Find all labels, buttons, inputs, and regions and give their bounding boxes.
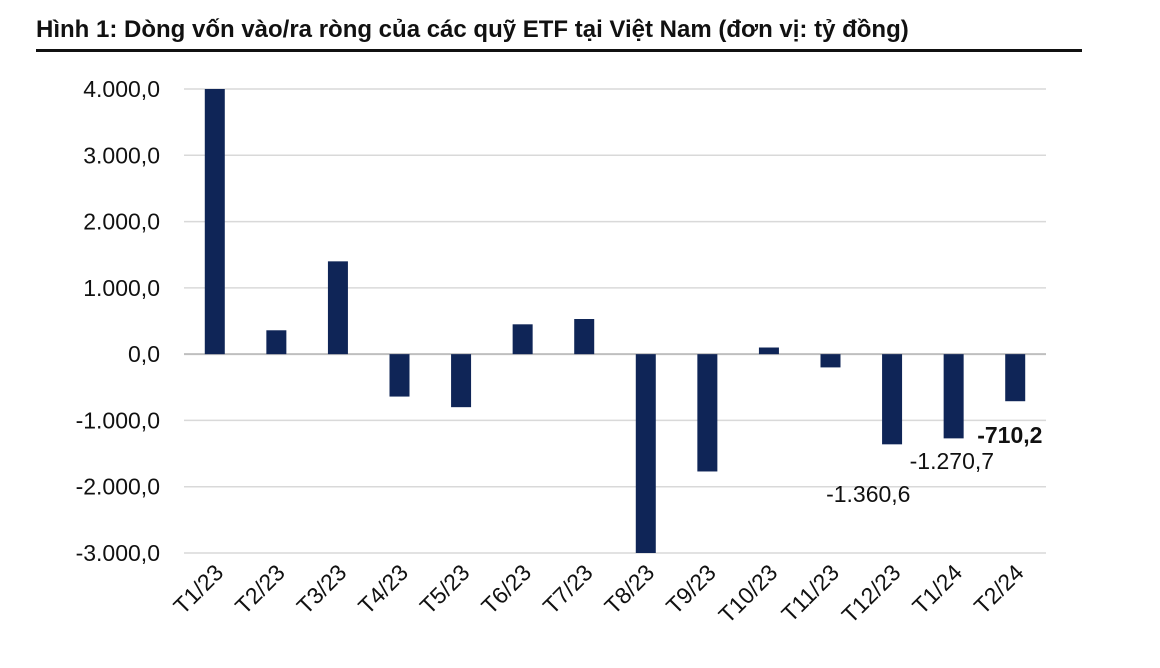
y-tick-label: 3.000,0 <box>83 142 160 168</box>
x-tick-label: T11/23 <box>776 559 844 627</box>
bar-t5-23 <box>451 354 472 408</box>
x-tick-label: T1/23 <box>168 559 228 619</box>
y-tick-label: -3.000,0 <box>76 540 160 566</box>
bar-t6-23 <box>512 324 533 355</box>
bar-t9-23 <box>697 354 718 472</box>
y-axis: 4.000,0 3.000,0 2.000,0 1.000,0 0,0 -1.000,0 -… <box>76 76 160 566</box>
data-label-t2-24: -710,2 <box>977 422 1042 448</box>
x-tick-label: T12/23 <box>837 559 906 628</box>
bar-t8-23 <box>635 354 656 553</box>
x-tick-label: T4/23 <box>353 559 413 619</box>
x-tick-label: T5/23 <box>415 559 475 619</box>
x-tick-label: T1/24 <box>907 559 967 619</box>
title-underline <box>36 49 1082 52</box>
data-label-t12-23: -1.360,6 <box>826 481 910 507</box>
x-tick-label: T9/23 <box>661 559 721 619</box>
x-tick-label: T7/23 <box>538 559 598 619</box>
data-labels: -1.360,6-1.270,7-710,2 <box>826 422 1042 507</box>
x-tick-label: T6/23 <box>476 559 536 619</box>
x-tick-label: T8/23 <box>599 559 659 619</box>
bar-t7-23 <box>574 319 595 355</box>
gridlines <box>184 88 1046 554</box>
data-label-t1-24: -1.270,7 <box>910 448 994 474</box>
bars <box>204 89 1026 553</box>
bar-t10-23 <box>758 347 779 355</box>
y-tick-label: -1.000,0 <box>76 407 160 433</box>
y-tick-label: 4.000,0 <box>83 76 160 102</box>
bar-t1-23 <box>204 89 225 355</box>
bar-t12-23 <box>882 354 903 445</box>
x-tick-label: T2/24 <box>969 559 1029 619</box>
x-tick-label: T2/23 <box>230 559 290 619</box>
bar-t2-24 <box>1005 354 1026 402</box>
bar-t2-23 <box>266 330 287 355</box>
y-tick-label: 0,0 <box>128 341 160 367</box>
x-tick-label: T10/23 <box>713 559 782 628</box>
bar-t4-23 <box>389 354 410 397</box>
y-tick-label: 2.000,0 <box>83 209 160 235</box>
x-tick-label: T3/23 <box>291 559 351 619</box>
chart-title: Hình 1: Dòng vốn vào/ra ròng của các quỹ… <box>36 16 909 43</box>
y-tick-label: 1.000,0 <box>83 275 160 301</box>
bar-t3-23 <box>327 261 348 355</box>
y-tick-label: -2.000,0 <box>76 474 160 500</box>
bar-t11-23 <box>820 354 841 368</box>
bar-t1-24 <box>943 354 964 439</box>
x-axis: T1/23 T2/23 T3/23 T4/23 T5/23 T6/23 T7/23 T8/23… <box>168 559 1029 628</box>
